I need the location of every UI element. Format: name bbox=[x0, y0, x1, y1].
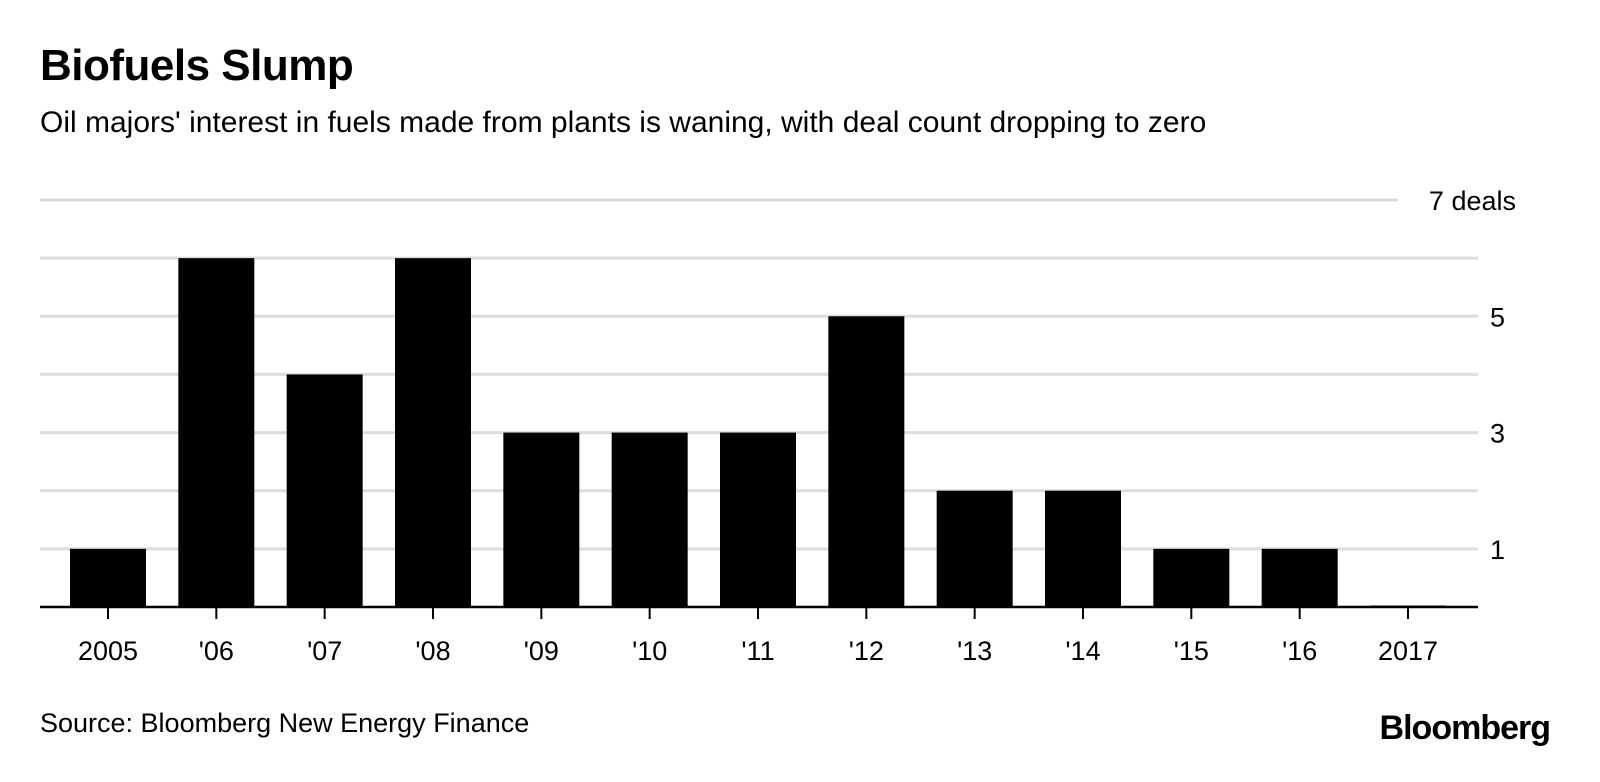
bar bbox=[1261, 548, 1338, 607]
chart-subtitle: Oil majors' interest in fuels made from … bbox=[40, 106, 1207, 139]
bar bbox=[503, 432, 580, 607]
x-tick-label: '07 bbox=[307, 636, 342, 666]
bar-chart: 2005 '06 '07 '08 '09 '10 '11 '12 '13 '14 '15 '16 201… bbox=[40, 186, 1516, 666]
bars bbox=[70, 258, 1446, 607]
y-tick-label: 7 deals bbox=[1429, 186, 1516, 216]
bar bbox=[828, 316, 905, 607]
x-tick-label: '12 bbox=[849, 636, 884, 666]
bar bbox=[936, 490, 1013, 607]
bar bbox=[611, 432, 688, 607]
bar bbox=[1153, 548, 1230, 607]
x-tick-label: '06 bbox=[199, 636, 234, 666]
x-tick-label: '16 bbox=[1282, 636, 1317, 666]
bar bbox=[720, 432, 796, 607]
chart-title: Biofuels Slump bbox=[40, 41, 354, 90]
x-tick-label: '15 bbox=[1174, 636, 1209, 666]
x-tick-label: '10 bbox=[632, 636, 667, 666]
x-tick-label: 2005 bbox=[78, 636, 138, 666]
x-tick-label: '11 bbox=[741, 636, 774, 666]
y-axis-labels: 1 3 5 7 deals bbox=[1429, 186, 1516, 565]
bar bbox=[395, 258, 471, 607]
x-tick-label: '09 bbox=[524, 636, 559, 666]
x-tick-label: 2017 bbox=[1378, 636, 1438, 666]
y-tick-label: 5 bbox=[1490, 302, 1505, 332]
bar bbox=[70, 548, 146, 607]
y-tick-label: 3 bbox=[1490, 419, 1505, 449]
bar bbox=[286, 374, 363, 607]
bloomberg-logo: Bloomberg bbox=[1379, 709, 1551, 747]
bar bbox=[178, 258, 255, 607]
y-tick-label: 1 bbox=[1490, 535, 1505, 565]
x-tick-label: '13 bbox=[957, 636, 992, 666]
x-tick-label: '14 bbox=[1065, 636, 1100, 666]
x-axis: 2005 '06 '07 '08 '09 '10 '11 '12 '13 '14 '15 '16 201… bbox=[40, 605, 1478, 666]
bar bbox=[1045, 490, 1121, 607]
x-tick-label: '08 bbox=[415, 636, 450, 666]
source-note: Source: Bloomberg New Energy Finance bbox=[40, 708, 530, 738]
